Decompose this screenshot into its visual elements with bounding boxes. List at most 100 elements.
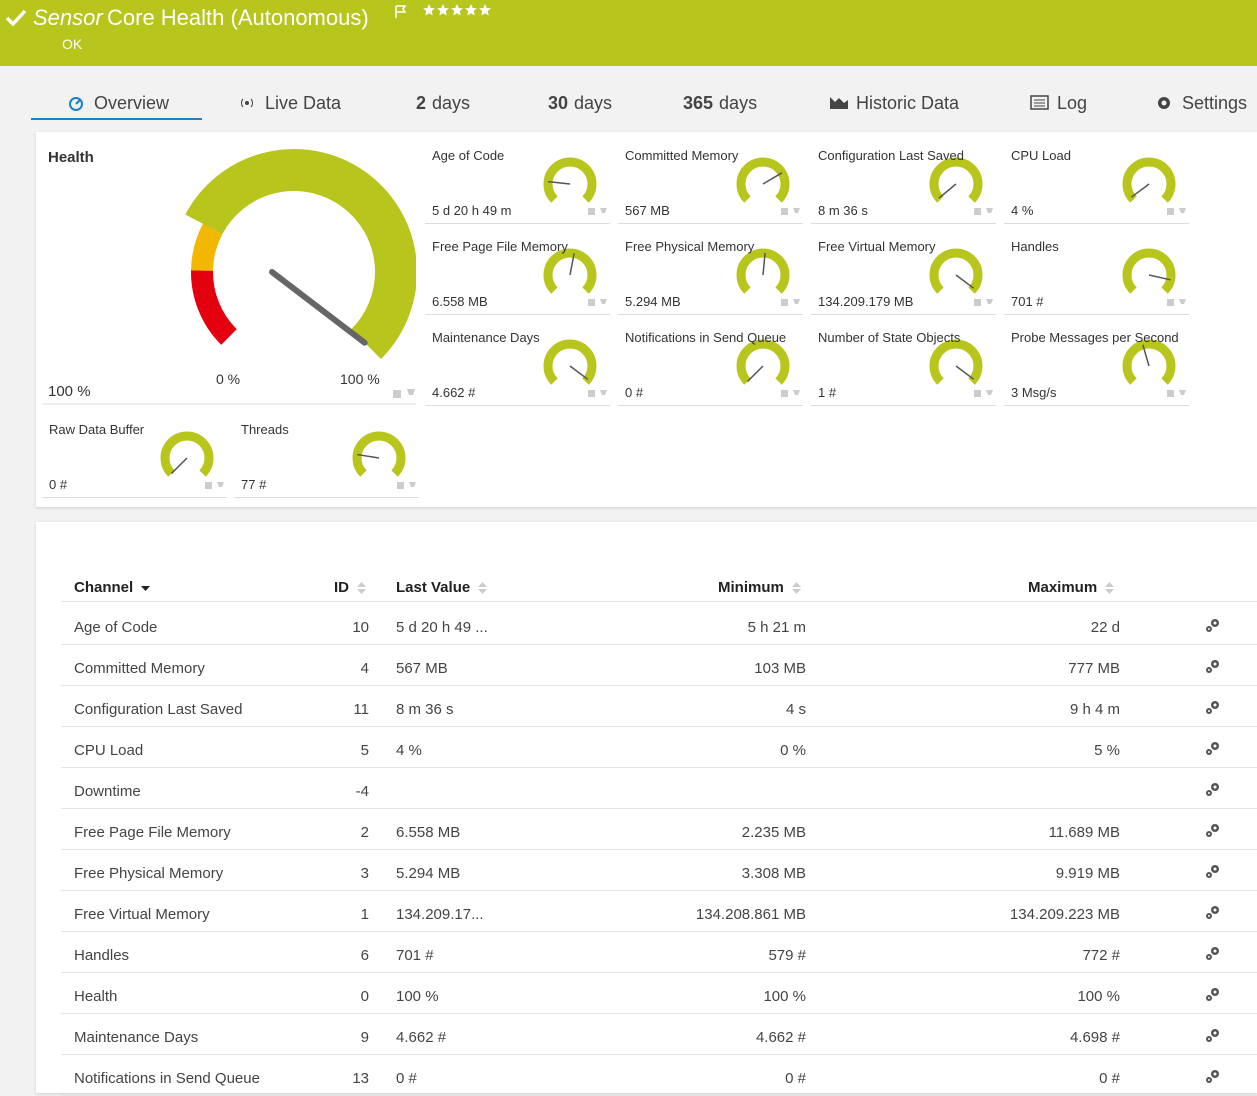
- table-cell: 701 #: [396, 947, 434, 964]
- row-settings-icon[interactable]: [1204, 903, 1222, 921]
- tab-label: Historic Data: [856, 93, 959, 113]
- gauge-value: 134.209.179 MB: [818, 294, 913, 309]
- row-settings-icon[interactable]: [1204, 1026, 1222, 1044]
- table-cell: 5.294 MB: [396, 865, 460, 882]
- health-gauge: [36, 132, 416, 412]
- gauge-value: 0 #: [625, 385, 643, 400]
- gauge-title: Age of Code: [432, 148, 504, 163]
- row-settings-icon[interactable]: [1204, 739, 1222, 757]
- tab-icon: [829, 93, 849, 113]
- tab[interactable]: Settings: [1182, 93, 1247, 114]
- sort-icon: [790, 581, 804, 595]
- table-cell: 3.308 MB: [742, 865, 806, 882]
- gauge-yellow: [202, 229, 213, 271]
- table-cell: 9: [361, 1029, 369, 1046]
- table-cell: Free Page File Memory: [74, 824, 231, 841]
- column-header[interactable]: ID: [334, 579, 369, 596]
- card-icons: [588, 299, 607, 306]
- table-cell: 11: [353, 701, 369, 718]
- row-settings-icon[interactable]: [1204, 657, 1222, 675]
- table-cell: 9 h 4 m: [1070, 701, 1120, 718]
- row-settings-icon[interactable]: [1204, 780, 1222, 798]
- table-cell: 11.689 MB: [1049, 824, 1120, 841]
- column-header[interactable]: Minimum: [718, 579, 804, 596]
- gauge-value: 5 d 20 h 49 m: [432, 203, 512, 218]
- gauge-needle: [171, 458, 187, 474]
- gauge-value: 701 #: [1011, 294, 1044, 309]
- tab[interactable]: Overview: [94, 93, 169, 114]
- table-cell: 9.919 MB: [1056, 865, 1120, 882]
- row-line: [61, 808, 1257, 809]
- sort-icon: [355, 581, 369, 595]
- table-cell: 0 %: [780, 742, 806, 759]
- row-line: [61, 931, 1257, 932]
- column-header-label: Maximum: [1028, 579, 1097, 596]
- table-cell: 0 #: [785, 1070, 806, 1087]
- column-header[interactable]: Channel: [74, 579, 153, 596]
- tab[interactable]: Live Data: [265, 93, 341, 114]
- table-cell: 13: [352, 1070, 369, 1087]
- table-cell: 5 d 20 h 49 ...: [396, 619, 488, 636]
- gauge-arc: [1127, 253, 1171, 291]
- sort-icon: [1103, 581, 1117, 595]
- table-cell: 100 %: [763, 988, 806, 1005]
- gauge-arc: [1127, 162, 1171, 200]
- gauge-card: Handles701 #: [1004, 231, 1189, 315]
- tab-icon: [1030, 93, 1050, 113]
- tab[interactable]: 30days: [548, 93, 612, 114]
- tab[interactable]: 2days: [416, 93, 470, 114]
- table-cell: Health: [74, 988, 117, 1005]
- gauge-needle: [939, 184, 956, 198]
- tab[interactable]: Historic Data: [856, 93, 959, 114]
- row-line: [61, 890, 1257, 891]
- column-header[interactable]: Last Value: [396, 579, 490, 596]
- gauge-card: CPU Load4 %: [1004, 140, 1189, 224]
- gauge-card: Configuration Last Saved8 m 36 s: [811, 140, 996, 224]
- table-cell: 22 d: [1091, 619, 1120, 636]
- gauge-red: [202, 271, 229, 337]
- card-icons: [393, 389, 415, 398]
- column-header-label: Last Value: [396, 579, 470, 596]
- gauge-title: Notifications in Send Queue: [625, 330, 786, 345]
- row-settings-icon[interactable]: [1204, 1067, 1222, 1085]
- card-icons: [781, 208, 800, 215]
- gauge-arc: [1127, 344, 1171, 382]
- tab-count: 30: [548, 93, 568, 113]
- tab[interactable]: 365days: [683, 93, 757, 114]
- gauge-value: 567 MB: [625, 203, 670, 218]
- tab-icon: [67, 93, 87, 113]
- table-cell: 4 %: [396, 742, 422, 759]
- gauge-card: Free Page File Memory6.558 MB: [425, 231, 610, 315]
- row-settings-icon[interactable]: [1204, 944, 1222, 962]
- sensor-status: OK: [62, 36, 82, 52]
- row-settings-icon[interactable]: [1204, 698, 1222, 716]
- gauge-card: Age of Code 5 d 20 h 49 m: [425, 140, 610, 224]
- row-settings-icon[interactable]: [1204, 862, 1222, 880]
- column-header[interactable]: Maximum: [1028, 579, 1117, 596]
- table-cell: 6: [361, 947, 369, 964]
- table-cell: 5 %: [1094, 742, 1120, 759]
- row-settings-icon[interactable]: [1204, 985, 1222, 1003]
- overview-panel: Health100 %0 %100 %Age of Code5 d 20 h 4…: [36, 132, 1257, 507]
- gauge-card: Maintenance Days4.662 #: [425, 322, 610, 406]
- gauge-title: Probe Messages per Second: [1011, 330, 1179, 345]
- table-cell: 777 MB: [1068, 660, 1120, 677]
- gauge-value: 3 Msg/s: [1011, 385, 1057, 400]
- gauge-value: 5.294 MB: [625, 294, 681, 309]
- table-cell: 103 MB: [754, 660, 806, 677]
- flag-and-stars[interactable]: [393, 2, 503, 22]
- gauge-title: Configuration Last Saved: [818, 148, 964, 163]
- gauge-card: Committed Memory567 MB: [618, 140, 803, 224]
- gauge-arc: [548, 344, 592, 382]
- row-settings-icon[interactable]: [1204, 821, 1222, 839]
- row-line: [61, 1054, 1257, 1055]
- table-cell: 8 m 36 s: [396, 701, 454, 718]
- tab-label: Settings: [1182, 93, 1247, 113]
- gauge-value: 0 #: [49, 477, 67, 492]
- sensor-title: Core Health (Autonomous): [107, 5, 369, 31]
- row-settings-icon[interactable]: [1204, 616, 1222, 634]
- tab[interactable]: Log: [1057, 93, 1087, 114]
- card-icons: [974, 299, 993, 306]
- tab-count: 365: [683, 93, 713, 113]
- table-cell: Committed Memory: [74, 660, 205, 677]
